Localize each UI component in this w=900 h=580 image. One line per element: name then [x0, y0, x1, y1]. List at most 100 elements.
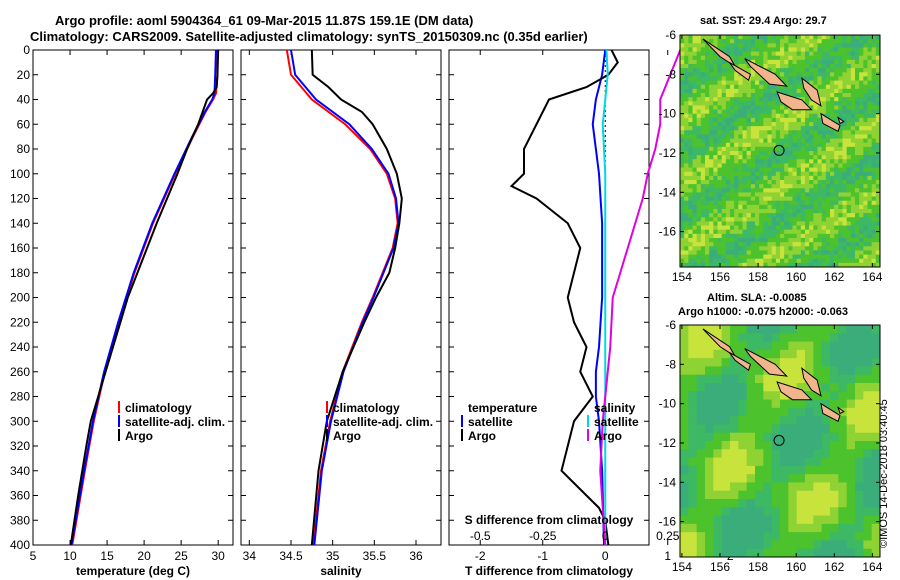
map-cell [705, 142, 710, 148]
map-cell [792, 192, 798, 198]
map-cell [867, 242, 873, 247]
map-cell [825, 43, 831, 48]
map-cell [838, 391, 848, 401]
map-cell [680, 88, 685, 94]
map-xtick-label: 158 [748, 560, 768, 574]
map-cell [875, 217, 881, 222]
map-cell [800, 192, 806, 198]
map-cell [838, 130, 843, 135]
map-cell [755, 101, 760, 106]
map-cell [692, 184, 698, 189]
map-ytick-label: -12 [659, 146, 677, 160]
map-cell [846, 196, 852, 202]
map-cell [809, 254, 814, 260]
map-cell [800, 72, 806, 77]
map-cell [788, 242, 793, 247]
map-cell [805, 333, 814, 343]
map-cell [725, 238, 731, 243]
map-cell [684, 93, 689, 98]
map-cell [867, 155, 873, 160]
map-cell [755, 151, 760, 156]
map-cell [721, 142, 727, 148]
map-cell [771, 97, 777, 102]
map-cell [692, 51, 698, 57]
map-cell [838, 39, 843, 44]
map-cell [738, 175, 743, 181]
map-cell [713, 180, 718, 185]
map-cell [759, 93, 764, 98]
map-cell [696, 532, 706, 541]
map-cell [730, 229, 735, 235]
map-cell [721, 76, 727, 82]
map-cell [817, 64, 823, 69]
map-cell [813, 204, 818, 210]
map-cell [871, 175, 877, 181]
map-cell [750, 246, 756, 251]
map-cell [688, 64, 693, 69]
map-cell [875, 97, 881, 102]
map-cell [875, 43, 881, 48]
map-cell [767, 151, 773, 156]
map-cell [805, 184, 810, 189]
map-cell [755, 113, 760, 119]
map-cell [842, 47, 848, 53]
map-cell [830, 457, 839, 467]
map-cell [696, 68, 702, 73]
map-cell [809, 64, 814, 69]
map-cell [809, 188, 814, 193]
map-cell [788, 200, 793, 206]
map-cell [713, 113, 718, 119]
map-cell [688, 209, 693, 214]
map-cell [763, 196, 768, 202]
map-cell [696, 76, 702, 82]
map-cell [750, 155, 756, 160]
map-cell [792, 200, 798, 206]
map-cell [746, 233, 752, 239]
map-cell [721, 465, 731, 475]
map-cell [784, 188, 789, 193]
map-cell [738, 482, 748, 492]
xtick-label: 20 [137, 549, 151, 563]
map-cell [875, 117, 881, 123]
map-cell [850, 155, 856, 160]
map-cell [759, 109, 764, 115]
map-cell [796, 254, 802, 260]
map-cell [730, 97, 735, 102]
map-cell [784, 138, 789, 144]
map-cell [713, 134, 718, 140]
map-cell [800, 109, 806, 115]
map-cell [821, 51, 827, 57]
map-cell [784, 142, 789, 148]
map-cell [792, 238, 798, 243]
map-cell [788, 163, 793, 169]
map-cell [746, 474, 756, 483]
map-cell [855, 192, 860, 198]
map-cell [817, 184, 823, 189]
map-cell [755, 424, 764, 434]
map-cell [867, 93, 873, 98]
map-cell [842, 151, 848, 156]
island-3 [776, 91, 813, 111]
map-cell [834, 159, 839, 164]
map-cell [746, 229, 752, 235]
map-cell [871, 196, 877, 202]
map-cell [696, 126, 702, 131]
map-cell [746, 374, 756, 384]
map-cell [767, 213, 773, 218]
map-cell [788, 109, 793, 115]
map-cell [717, 200, 723, 206]
map-cell [867, 51, 873, 57]
map-cell [730, 449, 739, 459]
map-cell [684, 242, 689, 247]
map-cell [713, 192, 718, 198]
map-cell [763, 254, 768, 260]
map-cell [755, 175, 760, 181]
map-cell [742, 204, 748, 210]
map-cell [688, 146, 693, 152]
map-cell [863, 155, 868, 160]
map-cell [755, 105, 760, 111]
map-cell [788, 68, 793, 73]
map-cell [838, 151, 843, 156]
map-cell [780, 101, 785, 106]
map-cell [792, 250, 798, 256]
